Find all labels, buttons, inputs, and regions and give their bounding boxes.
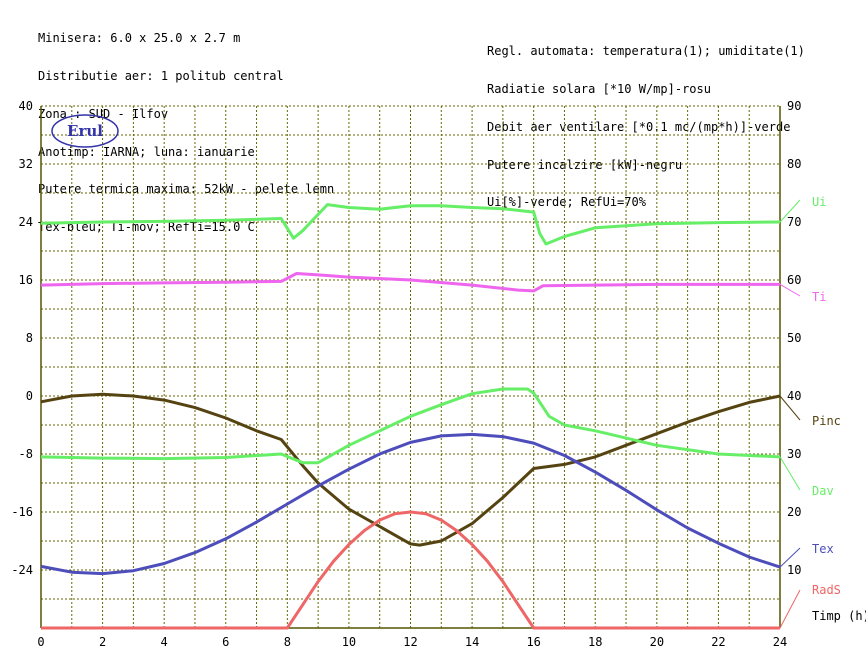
series-leader-rads [779,589,801,629]
series-line-dav [40,387,781,465]
right-tick-label: 80 [787,157,801,171]
series-label-pinc: Pinc [812,414,841,428]
left-tick-label: 16 [19,273,33,287]
left-tick-label: 24 [19,215,33,229]
series-leader-dav [779,456,801,491]
series-line-tex [40,432,781,576]
x-tick-label: 6 [222,635,229,647]
series-leader-ti [779,283,801,297]
right-tick-label: 50 [787,331,801,345]
series-label-tex: Tex [812,542,834,556]
x-tick-label: 24 [773,635,787,647]
header-line-heating: Putere incalzire [kW]-negru [487,157,683,172]
x-tick-label: 8 [284,635,291,647]
logo-ellipse [51,114,119,148]
right-tick-label: 90 [787,99,801,113]
series-label-rads: RadS [812,583,841,597]
header-line-dimensions: Minisera: 6.0 x 25.0 x 2.7 m [38,31,241,46]
series-line-pinc [40,392,781,547]
left-tick-label: -16 [11,505,33,519]
header-line-ventilation: Debit aer ventilare [*0.1 mc/(mp*h)]-ver… [487,119,791,134]
left-tick-label: 8 [26,331,33,345]
series-line-ui [40,203,781,246]
series-label-ti: Ti [812,290,826,304]
right-tick-label: 10 [787,563,801,577]
x-tick-label: 18 [588,635,602,647]
left-tick-label: 40 [19,99,33,113]
series-line-rads [41,510,780,630]
x-tick-label: 16 [526,635,540,647]
series-leader-ui [779,199,801,223]
x-tick-label: 20 [650,635,664,647]
right-tick-label: 60 [787,273,801,287]
series-label-ui: Ui [812,195,826,209]
series-line-ti [40,272,780,293]
x-tick-label: 12 [403,635,417,647]
left-tick-label: -8 [19,447,33,461]
x-tick-label: 4 [161,635,168,647]
header-line-zone: Zona : SUD - Ilfov [38,106,169,121]
left-tick-label: -24 [11,563,33,577]
x-tick-label: 0 [37,635,44,647]
x-tick-label: 10 [342,635,356,647]
right-tick-label: 20 [787,505,801,519]
header-line-season: Anotimp: IARNA; luna: ianuarie [38,144,255,159]
series-leader-pinc [779,395,801,421]
x-tick-label: 22 [711,635,725,647]
header-line-radiation: Radiatie solara [*10 W/mp]-rosu [487,81,711,96]
series-label-dav: Dav [812,484,834,498]
left-tick-label: 0 [26,389,33,403]
series-leader-tex [779,547,801,568]
header-line-humidity: Ui[%]-verde; RefUi=70% [487,195,646,210]
header-line-distribution: Distributie aer: 1 politub central [38,68,284,83]
left-tick-label: 32 [19,157,33,171]
logo-text: Erul [67,122,103,140]
right-tick-label: 70 [787,215,801,229]
x-axis-label: Timp (h) [812,609,866,623]
x-tick-label: 14 [465,635,479,647]
header-right-block: Regl. automata: temperatura(1); umiditat… [487,20,805,222]
header-line-regulation: Regl. automata: temperatura(1); umiditat… [487,44,805,59]
x-tick-label: 2 [99,635,106,647]
right-tick-label: 40 [787,389,801,403]
right-tick-label: 30 [787,447,801,461]
